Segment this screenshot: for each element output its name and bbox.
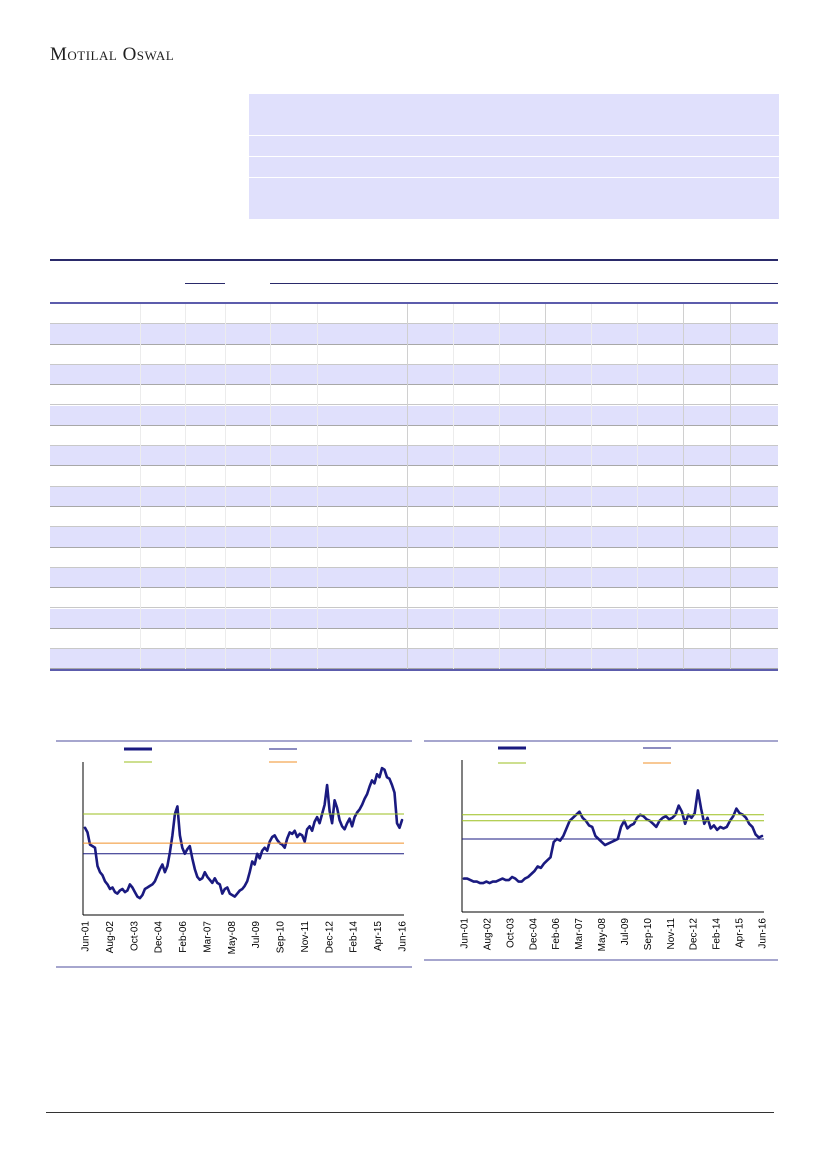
- table-row: [50, 446, 778, 467]
- column-divider: [225, 304, 226, 670]
- series-line: [462, 789, 764, 885]
- x-tick-label: Nov-11: [666, 918, 677, 950]
- column-divider: [637, 304, 638, 670]
- x-tick-label: Feb-06: [551, 918, 562, 950]
- x-tick-label: Sep-10: [276, 921, 287, 954]
- chart-left-svg: Jun-01 Aug-02 Oct-03 Dec-04 Feb-06 Mar-07 May-…: [56, 740, 412, 968]
- chart-left: Jun-01 Aug-02 Oct-03 Dec-04 Feb-06 Mar-07 May-…: [56, 738, 412, 968]
- column-divider: [453, 304, 454, 670]
- x-tick-label: Dec-12: [689, 918, 700, 951]
- series-line: [83, 766, 404, 900]
- table-row: [50, 588, 778, 609]
- column-divider: [683, 304, 684, 670]
- column-divider: [545, 304, 546, 670]
- x-tick-label: May-08: [597, 918, 608, 952]
- x-tick-label: Oct-03: [129, 921, 140, 951]
- table-row: [50, 486, 778, 507]
- column-divider: [270, 304, 271, 670]
- x-tick-label: Oct-03: [505, 918, 516, 948]
- x-tick-label: Jun-01: [460, 918, 471, 949]
- x-tick-label: Dec-04: [528, 918, 539, 951]
- header-bottom-rule: [50, 302, 778, 304]
- x-tick-label: Jun-16: [398, 921, 409, 952]
- column-divider: [185, 304, 186, 670]
- x-tick-label: May-08: [227, 921, 238, 955]
- x-tick-label: Feb-14: [349, 921, 360, 953]
- table-row: [50, 324, 778, 345]
- chart-right-svg: Jun-01 Aug-02 Oct-03 Dec-04 Feb-06 Mar-07 May-…: [424, 740, 778, 961]
- x-tick-label: Sep-10: [643, 918, 654, 951]
- table-row: [50, 649, 778, 670]
- table-row: [50, 466, 778, 487]
- x-tick-label: Feb-14: [712, 918, 723, 950]
- banner-divider: [249, 135, 779, 136]
- header-underline: [185, 283, 225, 284]
- table-row: [50, 405, 778, 426]
- x-tick-label: Jul-09: [620, 918, 631, 946]
- table-row: [50, 608, 778, 629]
- table-row: [50, 567, 778, 589]
- chart-right: Jun-01 Aug-02 Oct-03 Dec-04 Feb-06 Mar-07 May-…: [424, 738, 778, 964]
- banner-divider: [249, 177, 779, 178]
- x-tick-label: Mar-07: [574, 918, 585, 950]
- x-tick-label: Dec-04: [154, 921, 165, 954]
- table-row: [50, 385, 778, 406]
- column-divider: [317, 304, 318, 670]
- summary-banner: [249, 94, 779, 219]
- table-row: [50, 364, 778, 386]
- x-tick-label: Mar-07: [202, 921, 213, 953]
- x-tick-label: Nov-11: [300, 921, 311, 953]
- column-divider: [730, 304, 731, 670]
- x-tick-label: Aug-02: [105, 921, 116, 954]
- brand-logo: Motilal Oswal: [50, 44, 175, 65]
- x-tick-label: Apr-15: [373, 921, 384, 951]
- banner-divider: [249, 156, 779, 157]
- x-tick-label: Dec-12: [324, 921, 335, 954]
- table-row: [50, 304, 778, 325]
- table-row: [50, 547, 778, 568]
- data-table: [50, 259, 778, 672]
- column-divider: [140, 304, 141, 670]
- table-row: [50, 344, 778, 365]
- x-tick-label: Aug-02: [482, 918, 493, 951]
- x-tick-label: Feb-06: [178, 921, 189, 953]
- table-row: [50, 507, 778, 528]
- table-bottom-rule: [50, 669, 778, 672]
- column-divider: [591, 304, 592, 670]
- x-tick-label: Jun-01: [81, 921, 92, 952]
- column-divider: [407, 304, 408, 670]
- table-row: [50, 628, 778, 650]
- table-row: [50, 425, 778, 447]
- x-tick-label: Jun-16: [758, 918, 769, 949]
- footer-rule: [46, 1112, 774, 1113]
- table-row: [50, 527, 778, 548]
- x-tick-label: Apr-15: [735, 918, 746, 948]
- table-top-rule: [50, 259, 778, 261]
- header-underline: [270, 283, 778, 284]
- column-divider: [499, 304, 500, 670]
- x-tick-label: Jul-09: [251, 921, 262, 949]
